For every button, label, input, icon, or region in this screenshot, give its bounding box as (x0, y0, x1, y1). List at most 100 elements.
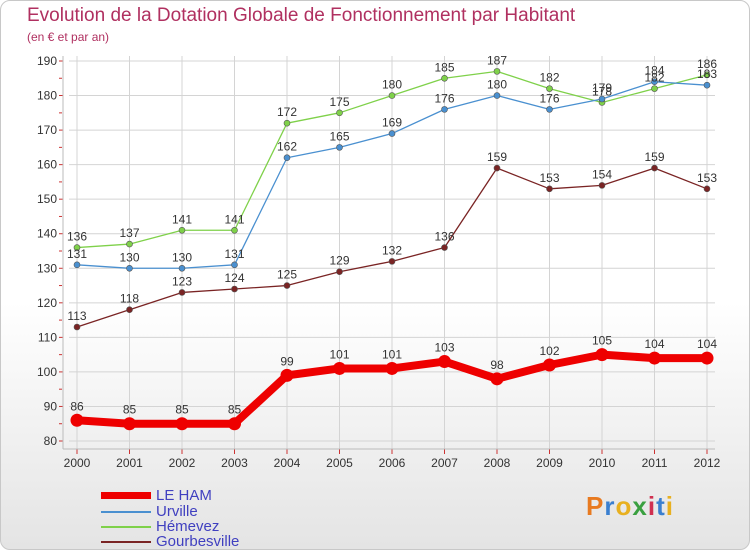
legend-swatch (101, 526, 151, 528)
data-point (703, 81, 711, 89)
data-label: 165 (329, 129, 349, 143)
x-tick-label: 2010 (589, 456, 616, 470)
data-point (703, 185, 711, 193)
chart-subtitle: (en € et par an) (27, 30, 110, 44)
legend-label: Urville (156, 503, 198, 520)
data-point (493, 68, 501, 75)
data-point (543, 358, 556, 372)
data-label: 182 (539, 71, 559, 85)
data-label: 137 (119, 226, 139, 240)
data-label: 102 (539, 344, 559, 358)
x-tick-label: 2006 (379, 456, 406, 470)
data-label: 99 (280, 354, 294, 368)
data-label: 136 (434, 230, 454, 244)
data-point (231, 285, 238, 293)
x-tick-label: 2008 (484, 456, 511, 470)
chart-title: Evolution de la Dotation Globale de Fonc… (27, 5, 576, 26)
data-label: 153 (697, 171, 717, 185)
logo-letter: o (615, 491, 633, 521)
data-label: 130 (119, 250, 139, 264)
legend-swatch (101, 492, 151, 499)
data-label: 118 (120, 292, 139, 306)
data-label: 182 (644, 71, 664, 85)
y-tick-label: 120 (37, 296, 57, 310)
x-tick-label: 2000 (64, 456, 91, 470)
data-point (231, 226, 238, 234)
x-tick-label: 2001 (116, 456, 143, 470)
data-point (651, 78, 658, 86)
data-label: 113 (67, 309, 86, 323)
x-tick-label: 2007 (431, 456, 458, 470)
data-label: 175 (329, 95, 349, 109)
data-label: 136 (67, 230, 87, 244)
proxiti-logo: Proxiti (586, 491, 674, 522)
logo-letter: x (632, 491, 648, 521)
data-label: 169 (382, 116, 402, 130)
data-point (648, 351, 661, 365)
data-label: 105 (592, 334, 612, 348)
data-label: 179 (592, 81, 612, 95)
data-point (700, 351, 714, 365)
data-label: 159 (644, 150, 664, 164)
legend-label: Hémevez (156, 518, 220, 535)
data-label: 183 (697, 67, 717, 81)
data-point (280, 368, 294, 382)
y-tick-label: 90 (44, 399, 58, 413)
data-label: 184 (644, 64, 664, 78)
data-label: 104 (697, 337, 717, 351)
y-tick-label: 100 (37, 365, 57, 379)
y-tick-label: 190 (37, 54, 57, 68)
data-point (385, 361, 399, 375)
data-label: 141 (224, 212, 244, 226)
y-tick-label: 170 (37, 123, 57, 137)
data-point (336, 268, 343, 276)
data-point (336, 109, 343, 117)
data-point (283, 154, 291, 162)
data-point (441, 244, 448, 251)
logo-letter: P (586, 491, 605, 521)
data-label: 86 (70, 399, 84, 413)
legend-swatch (101, 541, 151, 543)
y-tick-label: 150 (37, 192, 57, 206)
data-point (651, 164, 658, 172)
data-point (546, 85, 553, 92)
data-label: 176 (434, 91, 454, 105)
data-point (441, 106, 448, 113)
logo-letter: r (604, 491, 616, 521)
x-tick-label: 2002 (169, 456, 196, 470)
data-label: 85 (175, 403, 189, 417)
data-label: 162 (277, 140, 297, 154)
data-label: 101 (329, 347, 349, 361)
data-label: 132 (382, 243, 402, 257)
data-point (493, 92, 501, 99)
data-label: 178 (592, 84, 612, 98)
data-label: 186 (697, 57, 717, 71)
axes: 80 90 100 110 120 130 140 150 160 170 180 190 2000 20… (37, 54, 721, 470)
logo-letter: i (647, 491, 657, 521)
data-label: 85 (228, 403, 242, 417)
data-label: 187 (487, 53, 507, 67)
data-point (388, 130, 396, 137)
data-point (490, 372, 504, 386)
data-point (123, 417, 136, 431)
data-label: 153 (539, 171, 559, 185)
data-label: 172 (277, 105, 297, 119)
data-label: 103 (434, 341, 454, 355)
data-point (546, 106, 553, 113)
data-point (546, 185, 553, 193)
legend-label: Gourbesville (156, 533, 240, 550)
data-point (651, 85, 658, 92)
data-label: 131 (67, 247, 87, 261)
data-point (70, 413, 84, 427)
series-lines (70, 68, 714, 431)
data-label: 104 (644, 337, 664, 351)
data-point (73, 244, 81, 251)
data-point (73, 323, 81, 331)
data-label: 123 (172, 274, 192, 288)
data-label: 159 (487, 150, 507, 164)
data-point (336, 144, 343, 151)
x-tick-label: 2009 (536, 456, 563, 470)
data-point (333, 361, 346, 375)
data-point (595, 348, 609, 362)
legend-swatch (101, 511, 151, 513)
